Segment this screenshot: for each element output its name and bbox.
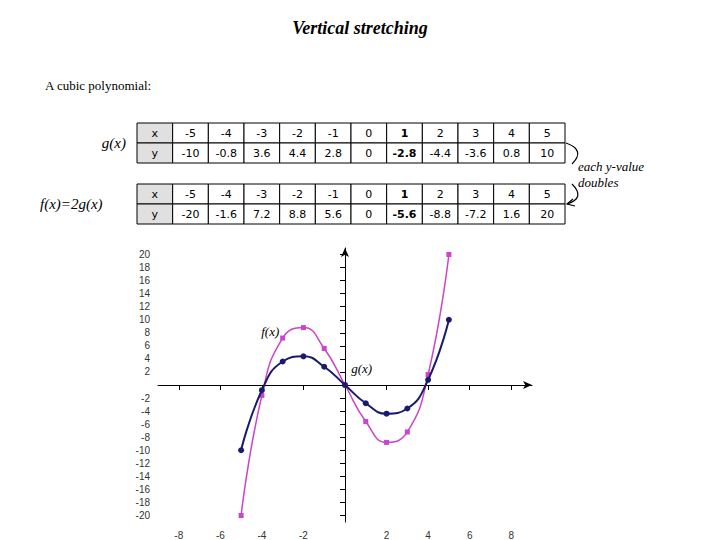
svg-text:-3.6: -3.6 xyxy=(465,147,486,160)
svg-text:6: 6 xyxy=(144,340,150,351)
svg-text:-1: -1 xyxy=(328,188,339,201)
svg-text:3: 3 xyxy=(472,127,479,140)
svg-text:8: 8 xyxy=(144,327,150,338)
svg-text:-1.6: -1.6 xyxy=(215,208,236,221)
svg-text:-6: -6 xyxy=(141,419,150,430)
svg-text:x: x xyxy=(152,127,159,140)
svg-text:0: 0 xyxy=(365,127,372,140)
svg-text:3: 3 xyxy=(472,188,479,201)
svg-text:f(x)=2g(x): f(x)=2g(x) xyxy=(40,196,103,213)
svg-text:-12: -12 xyxy=(136,458,151,469)
svg-text:4: 4 xyxy=(425,530,431,540)
svg-text:20: 20 xyxy=(540,208,554,221)
svg-text:5: 5 xyxy=(544,188,551,201)
svg-text:-10: -10 xyxy=(136,445,151,456)
svg-text:8.8: 8.8 xyxy=(289,208,307,221)
svg-text:1: 1 xyxy=(401,127,409,140)
svg-text:y: y xyxy=(152,147,159,160)
svg-text:-5: -5 xyxy=(185,188,196,201)
svg-text:4.4: 4.4 xyxy=(289,147,307,160)
svg-text:-1: -1 xyxy=(328,127,339,140)
svg-text:7.2: 7.2 xyxy=(253,208,271,221)
svg-text:-2: -2 xyxy=(141,393,150,404)
svg-text:-4: -4 xyxy=(221,127,232,140)
svg-text:g(x): g(x) xyxy=(102,135,126,152)
svg-text:14: 14 xyxy=(139,288,151,299)
svg-text:-5.6: -5.6 xyxy=(392,208,416,221)
svg-text:2: 2 xyxy=(384,530,390,540)
svg-text:-6: -6 xyxy=(216,530,225,540)
svg-text:-20: -20 xyxy=(136,510,151,521)
svg-text:f(x): f(x) xyxy=(261,324,279,339)
svg-text:Vertical stretching: Vertical stretching xyxy=(292,18,428,38)
svg-text:-8.8: -8.8 xyxy=(429,208,450,221)
svg-text:10: 10 xyxy=(139,314,151,325)
svg-text:0.8: 0.8 xyxy=(503,147,521,160)
svg-text:-3: -3 xyxy=(256,127,267,140)
svg-text:18: 18 xyxy=(139,262,151,273)
svg-text:-2.8: -2.8 xyxy=(392,147,416,160)
svg-text:y: y xyxy=(152,208,159,221)
svg-text:-8: -8 xyxy=(141,432,150,443)
svg-text:4: 4 xyxy=(508,188,515,201)
svg-text:-14: -14 xyxy=(136,471,151,482)
svg-text:16: 16 xyxy=(139,275,151,286)
svg-text:-4: -4 xyxy=(141,406,150,417)
svg-text:0: 0 xyxy=(365,147,372,160)
svg-text:-10: -10 xyxy=(182,147,200,160)
svg-text:2: 2 xyxy=(437,188,444,201)
svg-text:2: 2 xyxy=(144,366,150,377)
svg-text:1.6: 1.6 xyxy=(503,208,521,221)
svg-text:10: 10 xyxy=(540,147,554,160)
svg-text:g(x): g(x) xyxy=(351,361,372,376)
svg-text:2.8: 2.8 xyxy=(324,147,342,160)
svg-text:-4.4: -4.4 xyxy=(429,147,450,160)
svg-text:-8: -8 xyxy=(174,530,183,540)
svg-text:A cubic polynomial:: A cubic polynomial: xyxy=(45,78,151,93)
svg-text:-16: -16 xyxy=(136,484,151,495)
svg-text:5: 5 xyxy=(544,127,551,140)
svg-text:-0.8: -0.8 xyxy=(215,147,236,160)
svg-text:3.6: 3.6 xyxy=(253,147,271,160)
svg-text:each y-value: each y-value xyxy=(578,159,644,174)
svg-text:20: 20 xyxy=(139,249,151,260)
svg-text:4: 4 xyxy=(144,353,150,364)
svg-text:8: 8 xyxy=(508,530,514,540)
svg-text:12: 12 xyxy=(139,301,151,312)
svg-text:-7.2: -7.2 xyxy=(465,208,486,221)
svg-text:doubles: doubles xyxy=(578,175,618,190)
svg-text:6: 6 xyxy=(467,530,473,540)
svg-text:-3: -3 xyxy=(256,188,267,201)
svg-text:-5: -5 xyxy=(185,127,196,140)
svg-text:x: x xyxy=(152,188,159,201)
svg-text:1: 1 xyxy=(401,188,409,201)
svg-text:-2: -2 xyxy=(292,188,303,201)
svg-text:-18: -18 xyxy=(136,497,151,508)
svg-text:-4: -4 xyxy=(221,188,232,201)
svg-text:0: 0 xyxy=(365,188,372,201)
svg-text:2: 2 xyxy=(437,127,444,140)
svg-text:-2: -2 xyxy=(299,530,308,540)
svg-text:5.6: 5.6 xyxy=(324,208,342,221)
svg-text:-2: -2 xyxy=(292,127,303,140)
svg-text:0: 0 xyxy=(365,208,372,221)
svg-text:-4: -4 xyxy=(257,530,266,540)
svg-text:-20: -20 xyxy=(182,208,200,221)
svg-text:4: 4 xyxy=(508,127,515,140)
